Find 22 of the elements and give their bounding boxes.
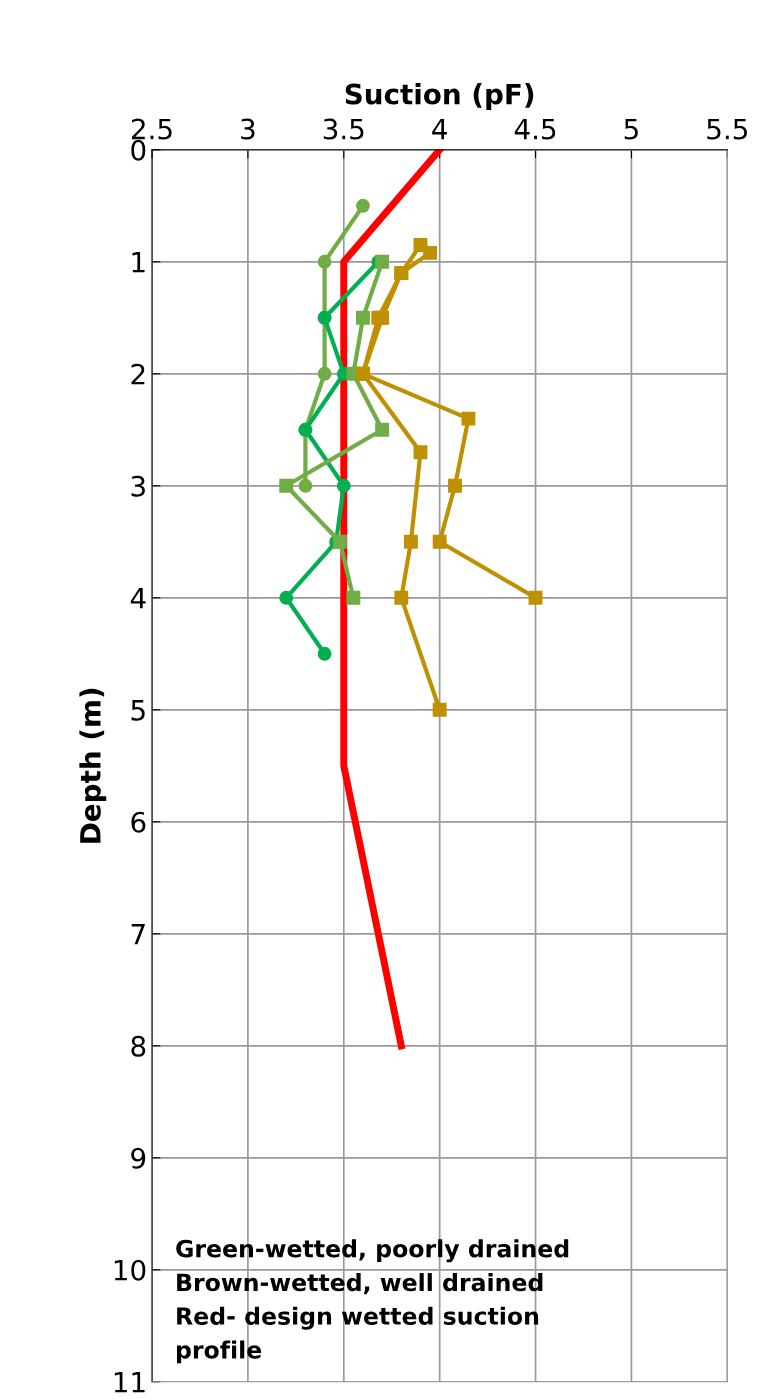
x-tick-label: 5.5 — [707, 118, 747, 140]
y-tick-label: 4 — [130, 588, 146, 609]
y-tick-label: 11 — [114, 1372, 145, 1393]
y-tick-label: 7 — [131, 924, 145, 945]
y-axis-title: Depth (m) — [79, 688, 107, 843]
x-tick-label: 3.5 — [323, 118, 364, 140]
y-tick-label: 0 — [131, 139, 146, 161]
annotation: Green-wetted, poorly drained Brown-wetted, well drained Red- design wetted suction profile — [176, 1239, 569, 1364]
y-tick-label: 3 — [131, 475, 145, 497]
y-tick-label: 1 — [132, 252, 145, 273]
x-tick-label: 4 — [432, 118, 447, 140]
y-tick-label: 5 — [131, 700, 145, 721]
x-tick-label: 5 — [624, 118, 638, 140]
x-tick-label: 4.5 — [514, 118, 556, 140]
y-tick-label: 8 — [131, 1035, 146, 1057]
x-tick-label: 2.5 — [131, 118, 172, 140]
y-tick-label: 6 — [131, 811, 146, 833]
y-tick-label: 2 — [131, 363, 145, 385]
x-axis-title: Suction (pF) — [345, 83, 534, 110]
y-tick-label: 9 — [131, 1147, 146, 1169]
y-tick-label: 10 — [114, 1259, 146, 1281]
x-tick-label: 3 — [241, 118, 255, 140]
